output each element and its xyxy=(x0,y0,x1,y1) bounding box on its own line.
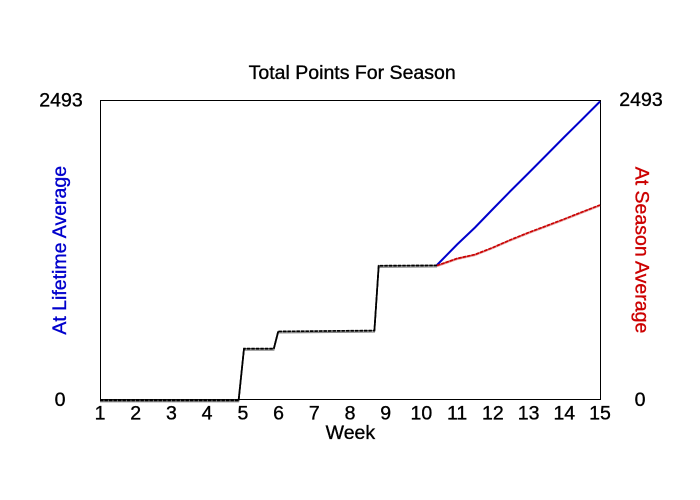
svg-text:0: 0 xyxy=(55,389,66,411)
svg-text:11: 11 xyxy=(447,402,467,424)
svg-text:2: 2 xyxy=(130,402,141,424)
svg-text:14: 14 xyxy=(553,402,575,424)
svg-text:6: 6 xyxy=(273,402,284,424)
svg-text:9: 9 xyxy=(380,402,391,424)
svg-text:4: 4 xyxy=(202,402,213,424)
svg-text:At Lifetime Average: At Lifetime Average xyxy=(49,166,71,335)
svg-text:13: 13 xyxy=(518,402,540,424)
svg-text:15: 15 xyxy=(589,402,611,424)
svg-text:Total Points For Season: Total Points For Season xyxy=(249,62,456,84)
svg-text:12: 12 xyxy=(482,402,504,424)
svg-text:2493: 2493 xyxy=(619,89,662,111)
svg-text:0: 0 xyxy=(635,389,646,411)
svg-text:3: 3 xyxy=(166,402,177,424)
svg-text:1: 1 xyxy=(95,402,106,424)
svg-text:8: 8 xyxy=(345,402,356,424)
svg-text:7: 7 xyxy=(309,402,320,424)
svg-text:Week: Week xyxy=(326,422,376,444)
svg-text:5: 5 xyxy=(237,402,248,424)
svg-text:10: 10 xyxy=(411,402,433,424)
svg-text:At Season Average: At Season Average xyxy=(631,167,653,334)
svg-text:2493: 2493 xyxy=(39,89,82,111)
